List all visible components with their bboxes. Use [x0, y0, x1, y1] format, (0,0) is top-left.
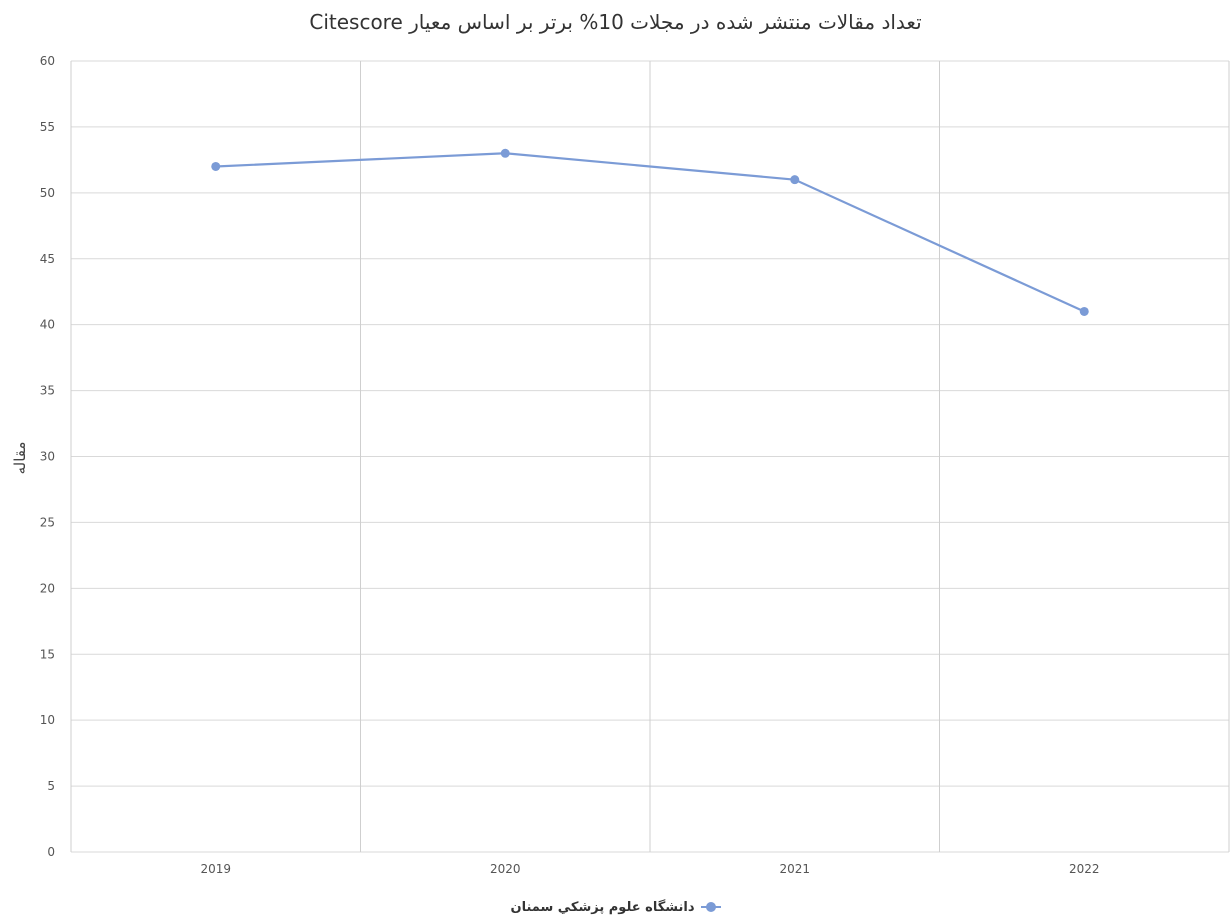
y-tick-label: 40 [40, 318, 55, 332]
legend-label: دانشگاه علوم پزشکي سمنان [510, 899, 695, 915]
data-point [790, 175, 800, 185]
y-tick-label: 0 [47, 845, 55, 859]
chart-title: تعداد مقالات منتشر شده در مجلات 10% برتر… [309, 10, 922, 34]
legend: دانشگاه علوم پزشکي سمنان [0, 897, 1231, 917]
series-line [215, 152, 1085, 313]
y-tick-label: 5 [47, 779, 55, 793]
x-tick-label: 2021 [779, 862, 810, 876]
y-tick-label: 55 [40, 120, 55, 134]
y-tick-label: 10 [40, 713, 55, 727]
y-tick-label: 25 [40, 515, 55, 529]
y-tick-label: 20 [40, 581, 55, 595]
y-tick-label: 60 [40, 54, 55, 68]
data-point [211, 161, 221, 171]
x-tick-label: 2020 [490, 862, 521, 876]
y-tick-label: 50 [40, 186, 55, 200]
y-tick-label: 35 [40, 384, 55, 398]
y-tick-label: 45 [40, 252, 55, 266]
y-tick-label: 30 [40, 450, 55, 464]
data-point [500, 148, 510, 158]
x-tick-label: 2019 [200, 862, 231, 876]
x-tick-label: 2022 [1069, 862, 1100, 876]
legend-marker-icon [700, 901, 721, 913]
y-tick-label: 15 [40, 647, 55, 661]
data-point [1079, 306, 1089, 316]
